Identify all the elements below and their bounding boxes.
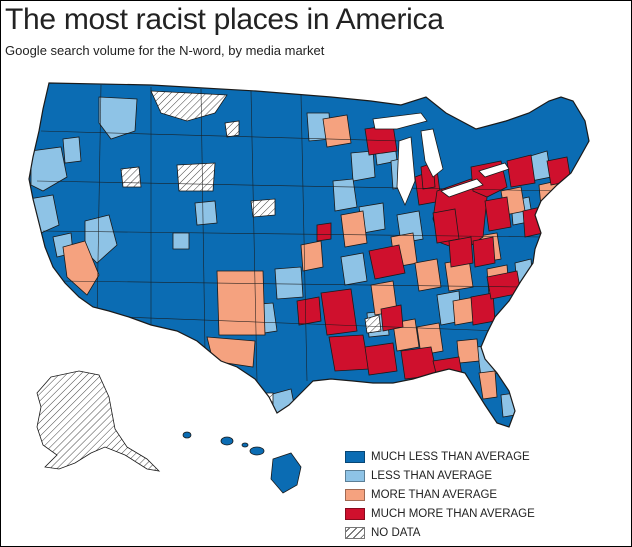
legend-item-no-data: NO DATA: [345, 523, 535, 542]
legend-swatch: [345, 526, 365, 539]
hawaii-region: [182, 431, 302, 494]
map-subtitle: Google search volume for the N-word, by …: [5, 43, 325, 58]
map-legend: MUCH LESS THAN AVERAGE LESS THAN AVERAGE…: [345, 447, 535, 542]
legend-swatch: [345, 507, 365, 520]
legend-item-more: MORE THAN AVERAGE: [345, 485, 535, 504]
legend-label: MUCH LESS THAN AVERAGE: [371, 450, 530, 463]
legend-swatch: [345, 469, 365, 482]
legend-label: NO DATA: [371, 526, 421, 539]
map-title: The most racist places in America: [5, 3, 444, 36]
great-lakes: [372, 112, 510, 207]
legend-label: MUCH MORE THAN AVERAGE: [371, 507, 535, 520]
legend-item-much-less: MUCH LESS THAN AVERAGE: [345, 447, 535, 466]
legend-label: LESS THAN AVERAGE: [371, 469, 493, 482]
legend-item-less: LESS THAN AVERAGE: [345, 466, 535, 485]
legend-swatch: [345, 450, 365, 463]
legend-label: MORE THAN AVERAGE: [371, 488, 498, 501]
legend-swatch: [345, 488, 365, 501]
legend-item-much-more: MUCH MORE THAN AVERAGE: [345, 504, 535, 523]
alaska-region: [36, 370, 161, 472]
